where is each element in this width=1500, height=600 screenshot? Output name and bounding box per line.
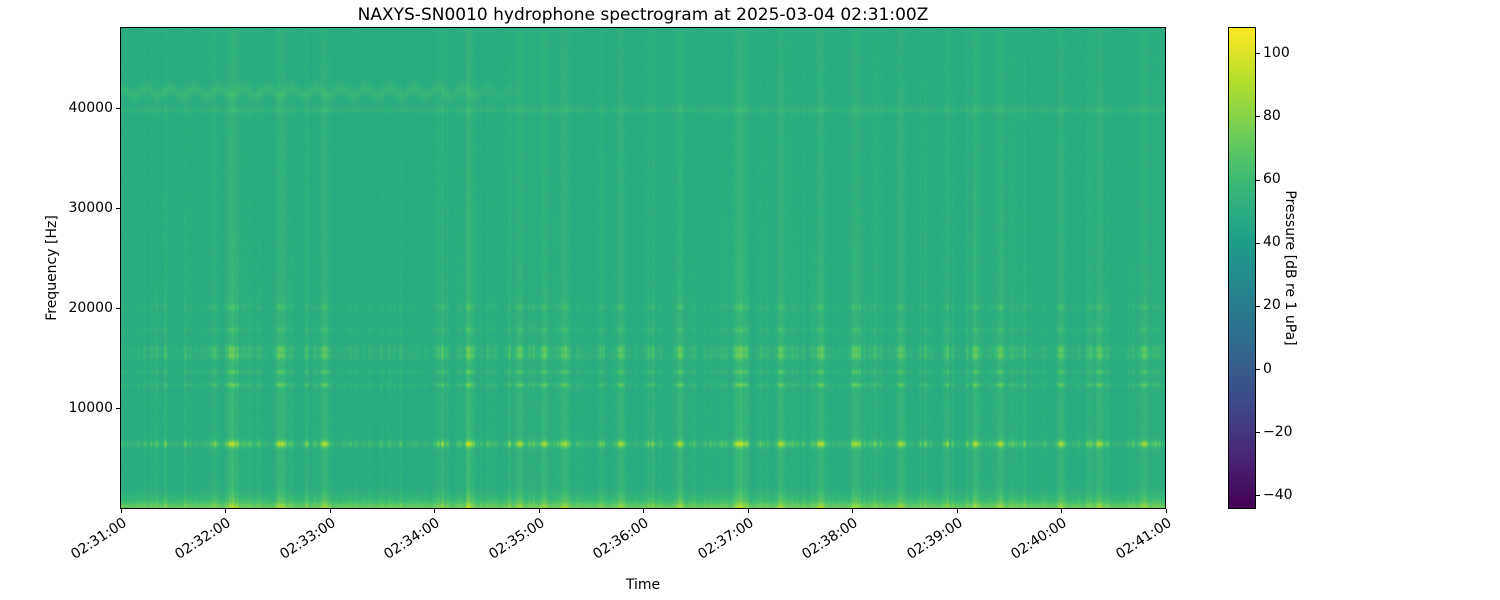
colorbar-tick-mark xyxy=(1256,306,1260,307)
colorbar-tick-label: 0 xyxy=(1263,360,1272,377)
colorbar-tick-mark xyxy=(1256,243,1260,244)
plot-area xyxy=(120,27,1166,509)
x-tick-mark xyxy=(748,509,749,513)
x-tick-mark xyxy=(539,509,540,513)
plot-title: NAXYS-SN0010 hydrophone spectrogram at 2… xyxy=(357,5,929,25)
x-tick-mark xyxy=(225,509,226,513)
x-tick-mark xyxy=(1166,509,1167,513)
x-tick-mark xyxy=(121,509,122,513)
colorbar-tick-label: 40 xyxy=(1263,234,1281,251)
x-tick-mark xyxy=(1061,509,1062,513)
x-tick-mark xyxy=(852,509,853,513)
spectrogram-canvas xyxy=(121,28,1165,508)
x-tick-label: 02:31:00 xyxy=(67,515,130,563)
x-tick-mark xyxy=(643,509,644,513)
colorbar-tick-mark xyxy=(1256,369,1260,370)
x-axis-label: Time xyxy=(625,577,661,593)
colorbar-tick-mark xyxy=(1256,116,1260,117)
colorbar-label: Pressure [dB re 1 uPa] xyxy=(1282,190,1298,346)
colorbar-tick-label: 20 xyxy=(1263,297,1281,314)
y-tick-mark xyxy=(116,408,120,409)
colorbar-tick-label: 100 xyxy=(1263,44,1290,61)
y-tick-label: 40000 xyxy=(68,99,113,116)
y-tick-label: 10000 xyxy=(68,399,113,416)
colorbar-tick-mark xyxy=(1256,180,1260,181)
y-tick-mark xyxy=(116,308,120,309)
y-tick-label: 30000 xyxy=(68,199,113,216)
colorbar-tick-label: −20 xyxy=(1263,423,1293,440)
x-tick-mark xyxy=(434,509,435,513)
y-tick-mark xyxy=(116,208,120,209)
y-tick-label: 20000 xyxy=(68,299,113,316)
colorbar-tick-label: 60 xyxy=(1263,171,1281,188)
colorbar-tick-mark xyxy=(1256,53,1260,54)
colorbar xyxy=(1228,27,1256,509)
colorbar-gradient-canvas xyxy=(1229,28,1255,508)
colorbar-tick-label: 80 xyxy=(1263,107,1281,124)
y-tick-mark xyxy=(116,108,120,109)
x-tick-mark xyxy=(957,509,958,513)
colorbar-tick-mark xyxy=(1256,432,1260,433)
x-tick-mark xyxy=(330,509,331,513)
colorbar-tick-label: −40 xyxy=(1263,486,1293,503)
colorbar-tick-mark xyxy=(1256,495,1260,496)
